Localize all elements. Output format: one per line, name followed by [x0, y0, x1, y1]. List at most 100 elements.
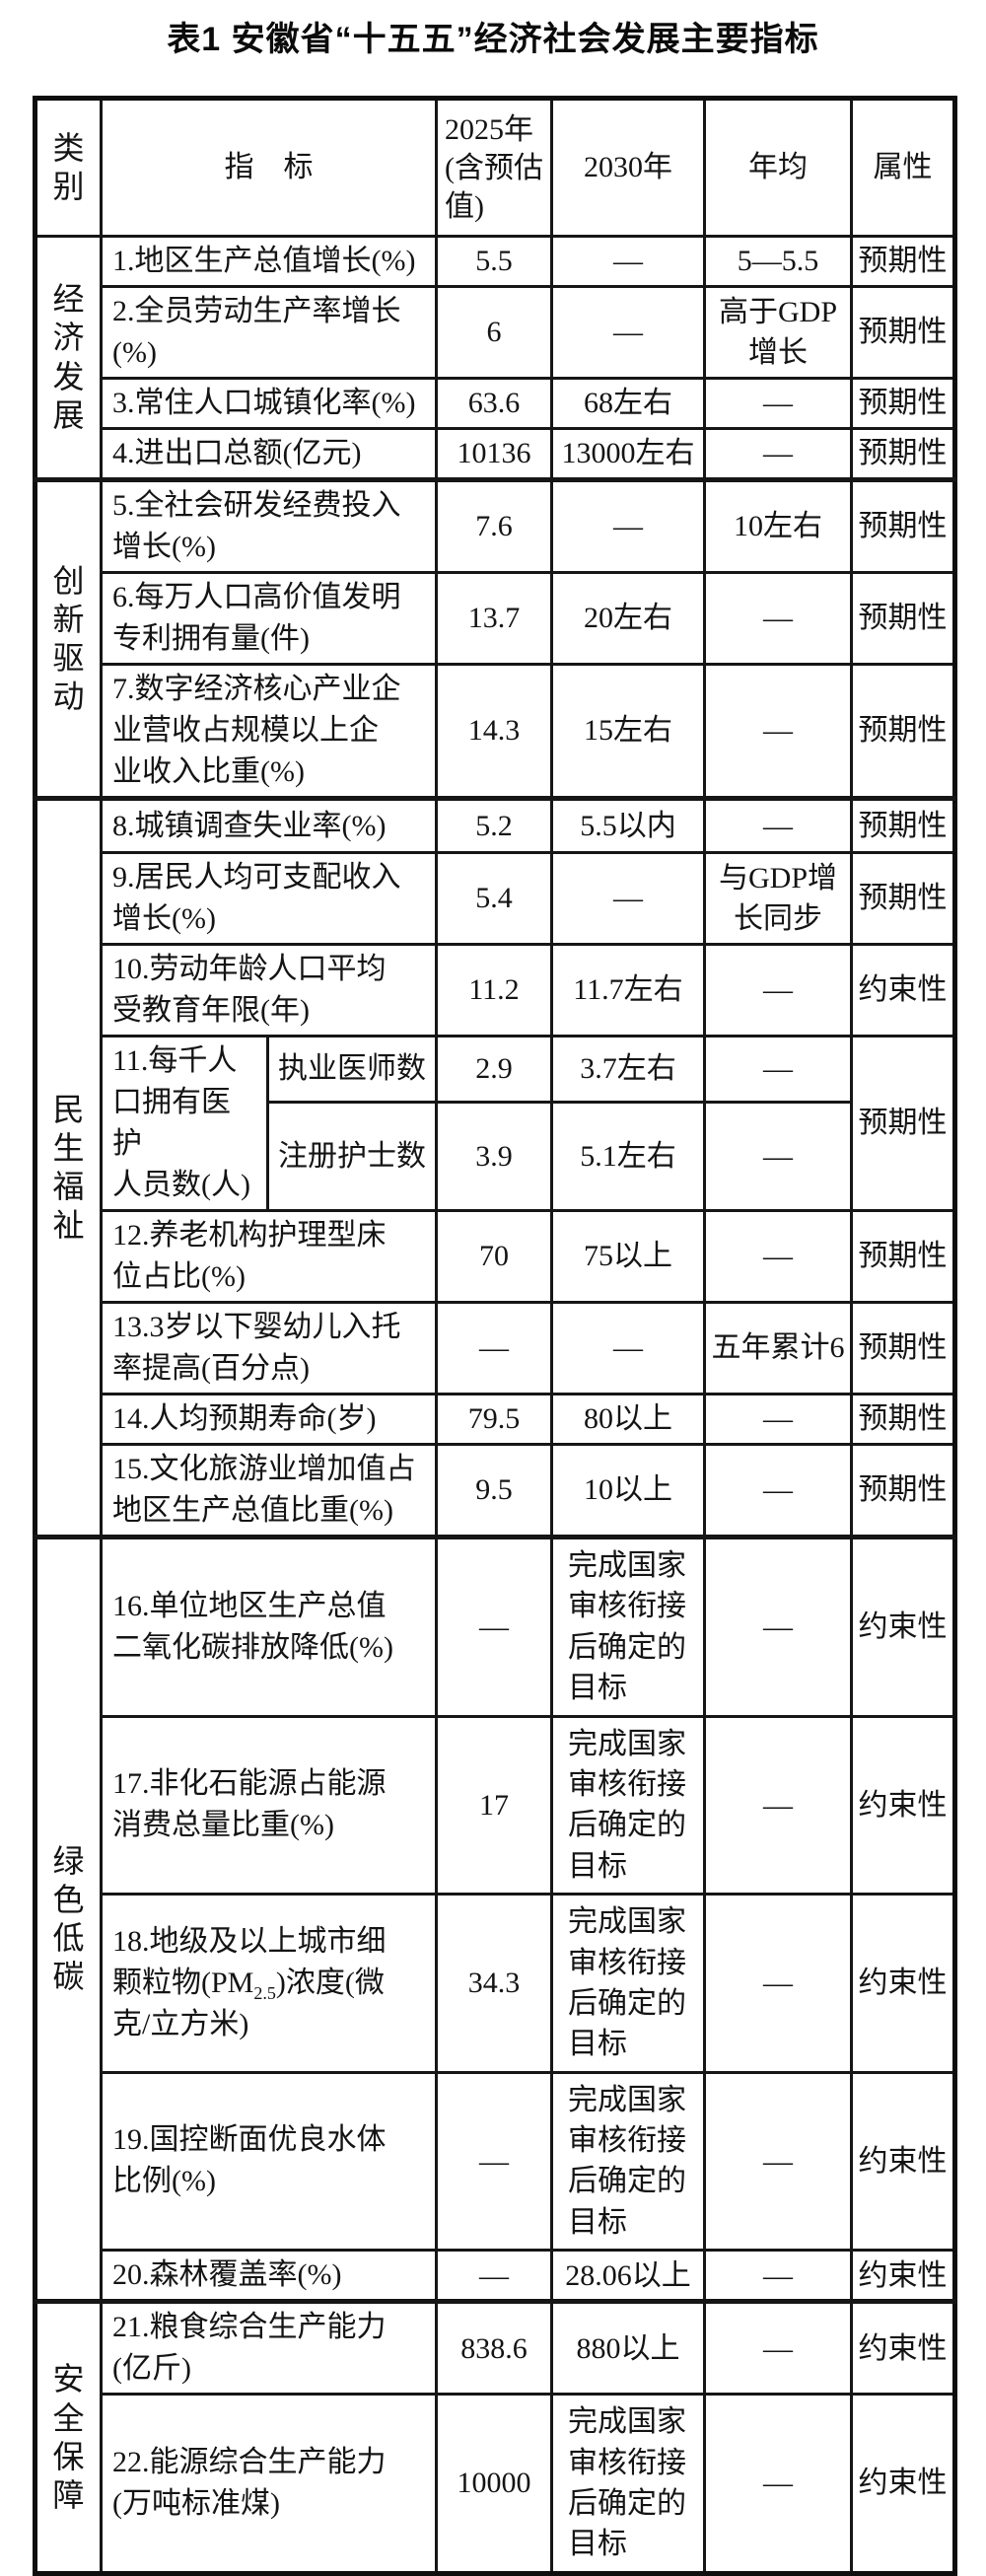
cell-r1-2025: 5.5	[435, 235, 553, 288]
table-row: 6.每万人口高价值发明 专利拥有量(件) 13.7 20左右 — 预期性	[35, 571, 956, 666]
table-row: 2.全员劳动生产率增长(%) 6 — 高于GDP 增长 预期性	[35, 285, 956, 380]
cell-r1-annual: 5—5.5	[703, 235, 853, 288]
cell-r6-indicator: 6.每万人口高价值发明 专利拥有量(件)	[100, 571, 438, 666]
cell-r17-2025: 17	[435, 1714, 553, 1896]
cell-r2-annual: 高于GDP 增长	[703, 285, 853, 380]
cell-r15-2030: 10以上	[550, 1443, 706, 1538]
cell-r17-2030: 完成国家 审核衔接 后确定的 目标	[550, 1714, 706, 1896]
cell-r10-annual: —	[703, 943, 853, 1038]
cell-r18-label-pre: 18.地级及以上城市细 颗粒物(PM	[112, 1924, 387, 1999]
cell-r9-2025: 5.4	[435, 851, 553, 946]
header-attribute: 属性	[850, 97, 956, 238]
cell-r10-attribute: 约束性	[850, 943, 956, 1038]
cell-r16-annual: —	[703, 1535, 853, 1718]
cell-r11-sub2-name: 注册护士数	[266, 1100, 438, 1213]
cell-r8-attribute: 预期性	[850, 796, 956, 854]
cell-r10-2025: 11.2	[435, 943, 553, 1038]
table-row: 19.国控断面优良水体 比例(%) — 完成国家 审核衔接 后确定的 目标 — …	[35, 2070, 956, 2253]
table-row: 11.每千人 口拥有医护 人员数(人) 执业医师数 2.9 3.7左右 — 预期…	[35, 1035, 956, 1212]
cell-r4-indicator: 4.进出口总额(亿元)	[100, 427, 438, 481]
cell-r17-annual: —	[703, 1714, 853, 1896]
cell-r8-2025: 5.2	[435, 796, 553, 854]
cell-r14-attribute: 预期性	[850, 1393, 956, 1446]
cell-r5-attribute: 预期性	[850, 477, 956, 574]
cell-r14-2025: 79.5	[435, 1393, 553, 1446]
cell-r6-annual: —	[703, 571, 853, 666]
cell-r11-sub1-2025: 2.9	[435, 1035, 553, 1104]
pm25-subscript: 2.5	[253, 1982, 276, 2003]
cell-r5-indicator: 5.全社会研发经费投入 增长(%)	[100, 477, 438, 574]
cell-r20-attribute: 约束性	[850, 2249, 956, 2304]
cell-r3-indicator: 3.常住人口城镇化率(%)	[100, 377, 438, 430]
cell-r9-2030: —	[550, 851, 706, 946]
cell-r22-annual: —	[703, 2393, 853, 2575]
cell-r6-attribute: 预期性	[850, 571, 956, 666]
cell-r18-2030: 完成国家 审核衔接 后确定的 目标	[550, 1893, 706, 2074]
cell-r20-indicator: 20.森林覆盖率(%)	[100, 2249, 438, 2304]
table-row: 3.常住人口城镇化率(%) 63.6 68左右 — 预期性	[35, 377, 956, 430]
cell-r14-2030: 80以上	[550, 1393, 706, 1446]
cell-r7-indicator: 7.数字经济核心产业企 业营收占规模以上企 业收入比重(%)	[100, 663, 438, 800]
cell-r16-2030: 完成国家 审核衔接 后确定的 目标	[550, 1535, 706, 1718]
table-row: 9.居民人均可支配收入 增长(%) 5.4 — 与GDP增 长同步 预期性	[35, 851, 956, 946]
cell-r1-attribute: 预期性	[850, 235, 956, 288]
cell-r11-sub2-2030: 5.1左右	[550, 1100, 706, 1213]
cell-r4-2030: 13000左右	[550, 427, 706, 481]
header-2025: 2025年 (含预估 值)	[435, 97, 553, 238]
cell-r16-attribute: 约束性	[850, 1535, 956, 1718]
table-row: 4.进出口总额(亿元) 10136 13000左右 — 预期性	[35, 427, 956, 481]
cell-r9-annual: 与GDP增 长同步	[703, 851, 853, 946]
table-title: 表1 安徽省“十五五”经济社会发展主要指标	[167, 21, 819, 58]
cell-r15-2025: 9.5	[435, 1443, 553, 1538]
cell-r15-annual: —	[703, 1443, 853, 1538]
table-row: 17.非化石能源占能源 消费总量比重(%) 17 完成国家 审核衔接 后确定的 …	[35, 1714, 956, 1896]
cell-r9-attribute: 预期性	[850, 851, 956, 946]
cell-r22-attribute: 约束性	[850, 2393, 956, 2575]
table-row: 创 新 驱 动 5.全社会研发经费投入 增长(%) 7.6 — 10左右 预期性	[34, 477, 956, 800]
header-category: 类 别	[34, 97, 103, 238]
table-row: 10.劳动年龄人口平均 受教育年限(年) 11.2 11.7左右 — 约束性	[35, 943, 956, 1038]
header-row: 类 别 指 标 2025年 (含预估 值) 2030年 年均 属性	[34, 97, 956, 238]
cell-r1-2030: —	[550, 235, 706, 288]
table-row: 注册护士数 3.9 5.1左右 —	[35, 1100, 955, 1213]
cell-r9-indicator: 9.居民人均可支配收入 增长(%)	[100, 851, 438, 946]
cell-r22-2030: 完成国家 审核衔接 后确定的 目标	[550, 2393, 706, 2575]
cell-r5-2025: 7.6	[435, 477, 553, 574]
cell-r11-indicator: 11.每千人 口拥有医护 人员数(人)	[100, 1035, 269, 1212]
cell-r19-annual: —	[703, 2070, 853, 2253]
cell-r13-2025: —	[435, 1301, 553, 1395]
cell-r11-sub1-2030: 3.7左右	[550, 1035, 706, 1104]
cell-r18-attribute: 约束性	[850, 1893, 956, 2074]
cell-r16-2025: —	[435, 1535, 553, 1718]
cell-r11-sub2-2025: 3.9	[435, 1100, 553, 1213]
cell-r6-2025: 13.7	[435, 571, 553, 666]
table-row: 18.地级及以上城市细 颗粒物(PM2.5)浓度(微 克/立方米) 34.3 完…	[35, 1893, 956, 2074]
cell-r12-annual: —	[703, 1209, 853, 1304]
cell-r7-attribute: 预期性	[850, 663, 956, 800]
cell-r12-2025: 70	[435, 1209, 553, 1304]
cell-r5-2030: —	[550, 477, 706, 574]
cell-r3-2025: 63.6	[435, 377, 553, 430]
table-row: 民 生 福 祉 8.城镇调查失业率(%) 5.2 5.5以内 — 预期性	[34, 796, 956, 1538]
cell-r15-indicator: 15.文化旅游业增加值占 地区生产总值比重(%)	[100, 1443, 438, 1538]
cell-r21-indicator: 21.粮食综合生产能力 (亿斤)	[100, 2299, 438, 2397]
cell-r20-2030: 28.06以上	[550, 2249, 706, 2304]
category-livelihood: 民 生 福 祉	[34, 796, 103, 1538]
cell-r15-attribute: 预期性	[850, 1443, 956, 1538]
cell-r21-2030: 880以上	[550, 2299, 706, 2397]
cell-r21-attribute: 约束性	[850, 2299, 956, 2397]
table-row: 7.数字经济核心产业企 业营收占规模以上企 业收入比重(%) 14.3 15左右…	[35, 663, 956, 800]
cell-r13-2030: —	[550, 1301, 706, 1395]
cell-r13-indicator: 13.3岁以下婴幼儿入托 率提高(百分点)	[100, 1301, 438, 1395]
cell-r16-indicator: 16.单位地区生产总值 二氧化碳排放降低(%)	[100, 1535, 438, 1718]
cell-r11-sub2-annual: —	[703, 1100, 853, 1213]
cell-r11-sub1-name: 执业医师数	[266, 1035, 438, 1104]
cell-r13-annual: 五年累计6	[703, 1301, 853, 1395]
cell-r3-annual: —	[703, 377, 853, 430]
cell-r17-indicator: 17.非化石能源占能源 消费总量比重(%)	[100, 1714, 438, 1896]
cell-r19-2025: —	[435, 2070, 553, 2253]
cell-r19-2030: 完成国家 审核衔接 后确定的 目标	[550, 2070, 706, 2253]
table-row: 经 济 发 展 1.地区生产总值增长(%) 5.5 — 5—5.5 预期性	[34, 235, 956, 481]
cell-r19-indicator: 19.国控断面优良水体 比例(%)	[100, 2070, 438, 2253]
